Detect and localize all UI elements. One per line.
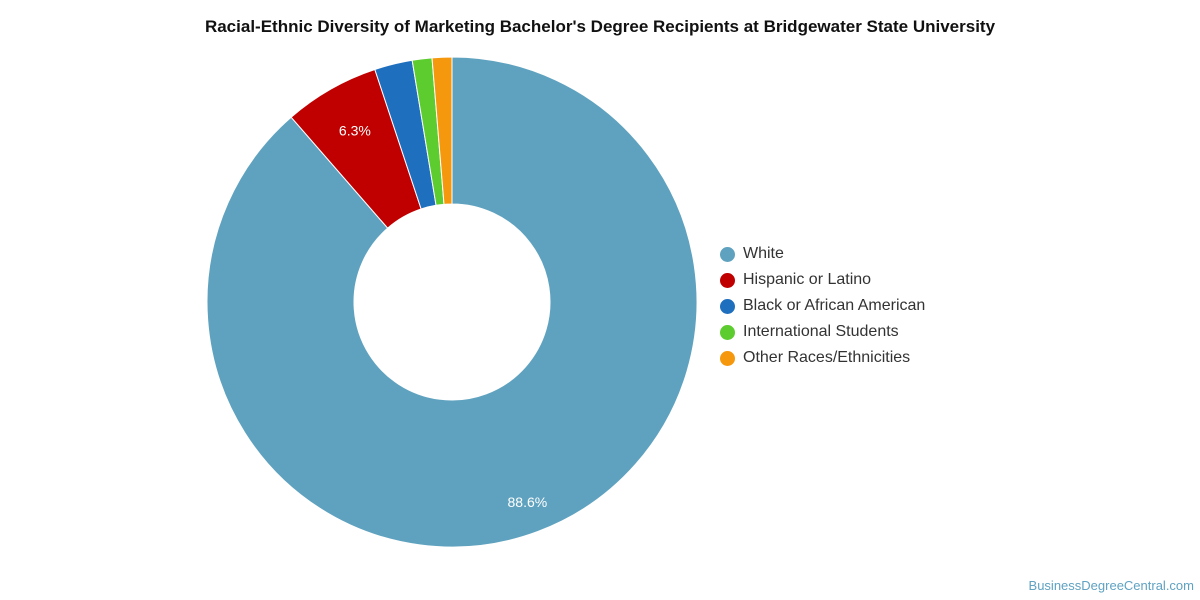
- legend-swatch: [720, 298, 735, 314]
- legend-item-hispanic-or-latino[interactable]: Hispanic or Latino: [720, 267, 925, 293]
- data-label-hispanic-or-latino: 6.3%: [339, 122, 371, 138]
- legend-swatch: [720, 246, 735, 262]
- chart-title: Racial-Ethnic Diversity of Marketing Bac…: [204, 17, 996, 36]
- legend-label: International Students: [743, 323, 899, 340]
- legend-label: Hispanic or Latino: [743, 271, 872, 288]
- legend-item-white[interactable]: White: [720, 241, 925, 267]
- legend-swatch: [720, 350, 735, 366]
- legend-label: White: [743, 245, 784, 262]
- slice-other-races-ethnicities[interactable]: [431, 56, 453, 205]
- legend-label: Other Races/Ethnicities: [743, 349, 911, 366]
- legend-item-black-or-african-american[interactable]: Black or African American: [720, 293, 925, 319]
- watermark: BusinessDegreeCentral.com: [1028, 578, 1194, 593]
- chart-legend: White Hispanic or Latino Black or African …: [720, 241, 925, 371]
- slice-white[interactable]: [206, 56, 698, 548]
- legend-label: Black or African American: [743, 297, 926, 314]
- legend-item-other-races-ethnicities[interactable]: Other Races/Ethnicities: [720, 345, 925, 371]
- legend-item-international-students[interactable]: International Students: [720, 319, 925, 345]
- data-label-white: 88.6%: [508, 494, 548, 510]
- legend-swatch: [720, 272, 735, 288]
- legend-swatch: [720, 324, 735, 340]
